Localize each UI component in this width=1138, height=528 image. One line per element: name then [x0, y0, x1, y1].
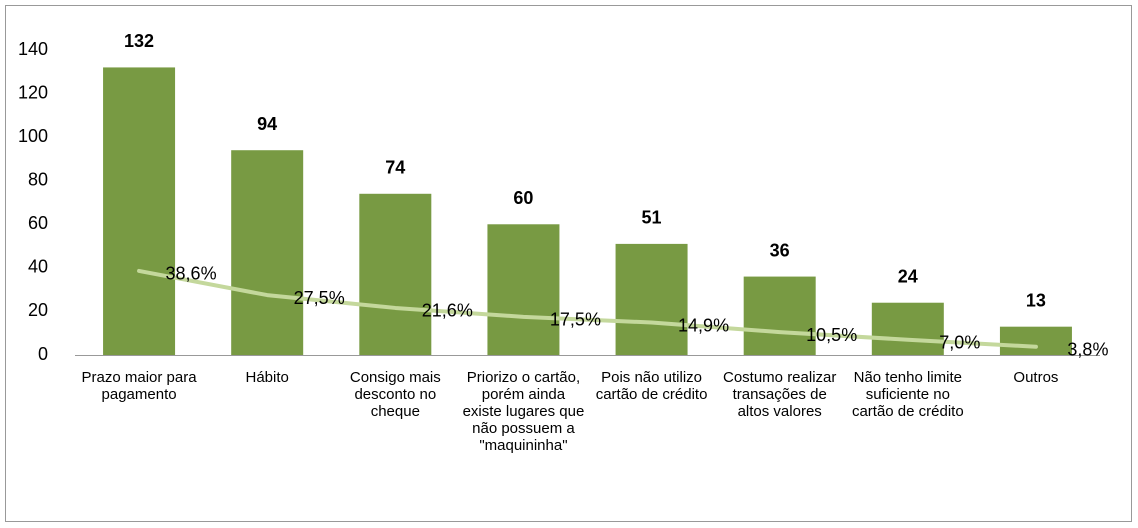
bar — [743, 276, 816, 355]
bar-value-label: 60 — [513, 188, 533, 208]
line-value-label: 38,6% — [166, 264, 217, 284]
x-tick-label: Consigo mais desconto no cheque — [349, 369, 441, 420]
y-tick-label: 140 — [18, 39, 48, 59]
y-tick-label: 20 — [28, 300, 48, 320]
line-value-label: 17,5% — [550, 310, 601, 330]
line-value-label: 10,5% — [806, 325, 857, 345]
bar — [871, 302, 944, 355]
x-tick-label: Outros — [1013, 369, 1059, 386]
trend-line — [137, 268, 1038, 349]
line-value-label: 7,0% — [939, 333, 980, 353]
line-value-label: 21,6% — [422, 301, 473, 321]
line-value-label: 3,8% — [1067, 339, 1108, 359]
bar-value-label: 13 — [1026, 290, 1046, 310]
bar — [359, 193, 432, 355]
bar-value-label: 51 — [642, 208, 662, 228]
chart-border — [5, 5, 1132, 522]
y-tick-label: 80 — [28, 169, 48, 189]
line-value-label: 27,5% — [294, 288, 345, 308]
bar-value-label: 74 — [385, 158, 405, 178]
bar-value-label: 94 — [257, 114, 277, 134]
bar-value-label: 132 — [124, 31, 154, 51]
y-tick-label: 0 — [38, 344, 48, 364]
y-tick-label: 100 — [18, 126, 48, 146]
x-tick-label: Costumo realizar transações de altos val… — [723, 369, 837, 420]
line-value-label: 14,9% — [678, 315, 729, 335]
bar — [999, 326, 1072, 355]
bar-value-label: 36 — [770, 240, 790, 260]
x-tick-label: Pois não utilizo cartão de crédito — [595, 369, 708, 403]
bar — [231, 150, 304, 355]
bar — [615, 243, 688, 355]
y-tick-label: 60 — [28, 213, 48, 233]
x-tick-label: Prazo maior para pagamento — [81, 369, 197, 403]
x-tick-label: Priorizo o cartão, porém ainda existe lu… — [462, 369, 585, 454]
bar-value-label: 24 — [898, 266, 918, 286]
y-tick-label: 120 — [18, 82, 48, 102]
x-tick-label: Hábito — [245, 369, 289, 386]
bar — [487, 224, 560, 355]
bar — [103, 67, 176, 355]
y-tick-label: 40 — [28, 257, 48, 277]
x-tick-label: Não tenho limite suficiente no cartão de… — [851, 369, 964, 420]
